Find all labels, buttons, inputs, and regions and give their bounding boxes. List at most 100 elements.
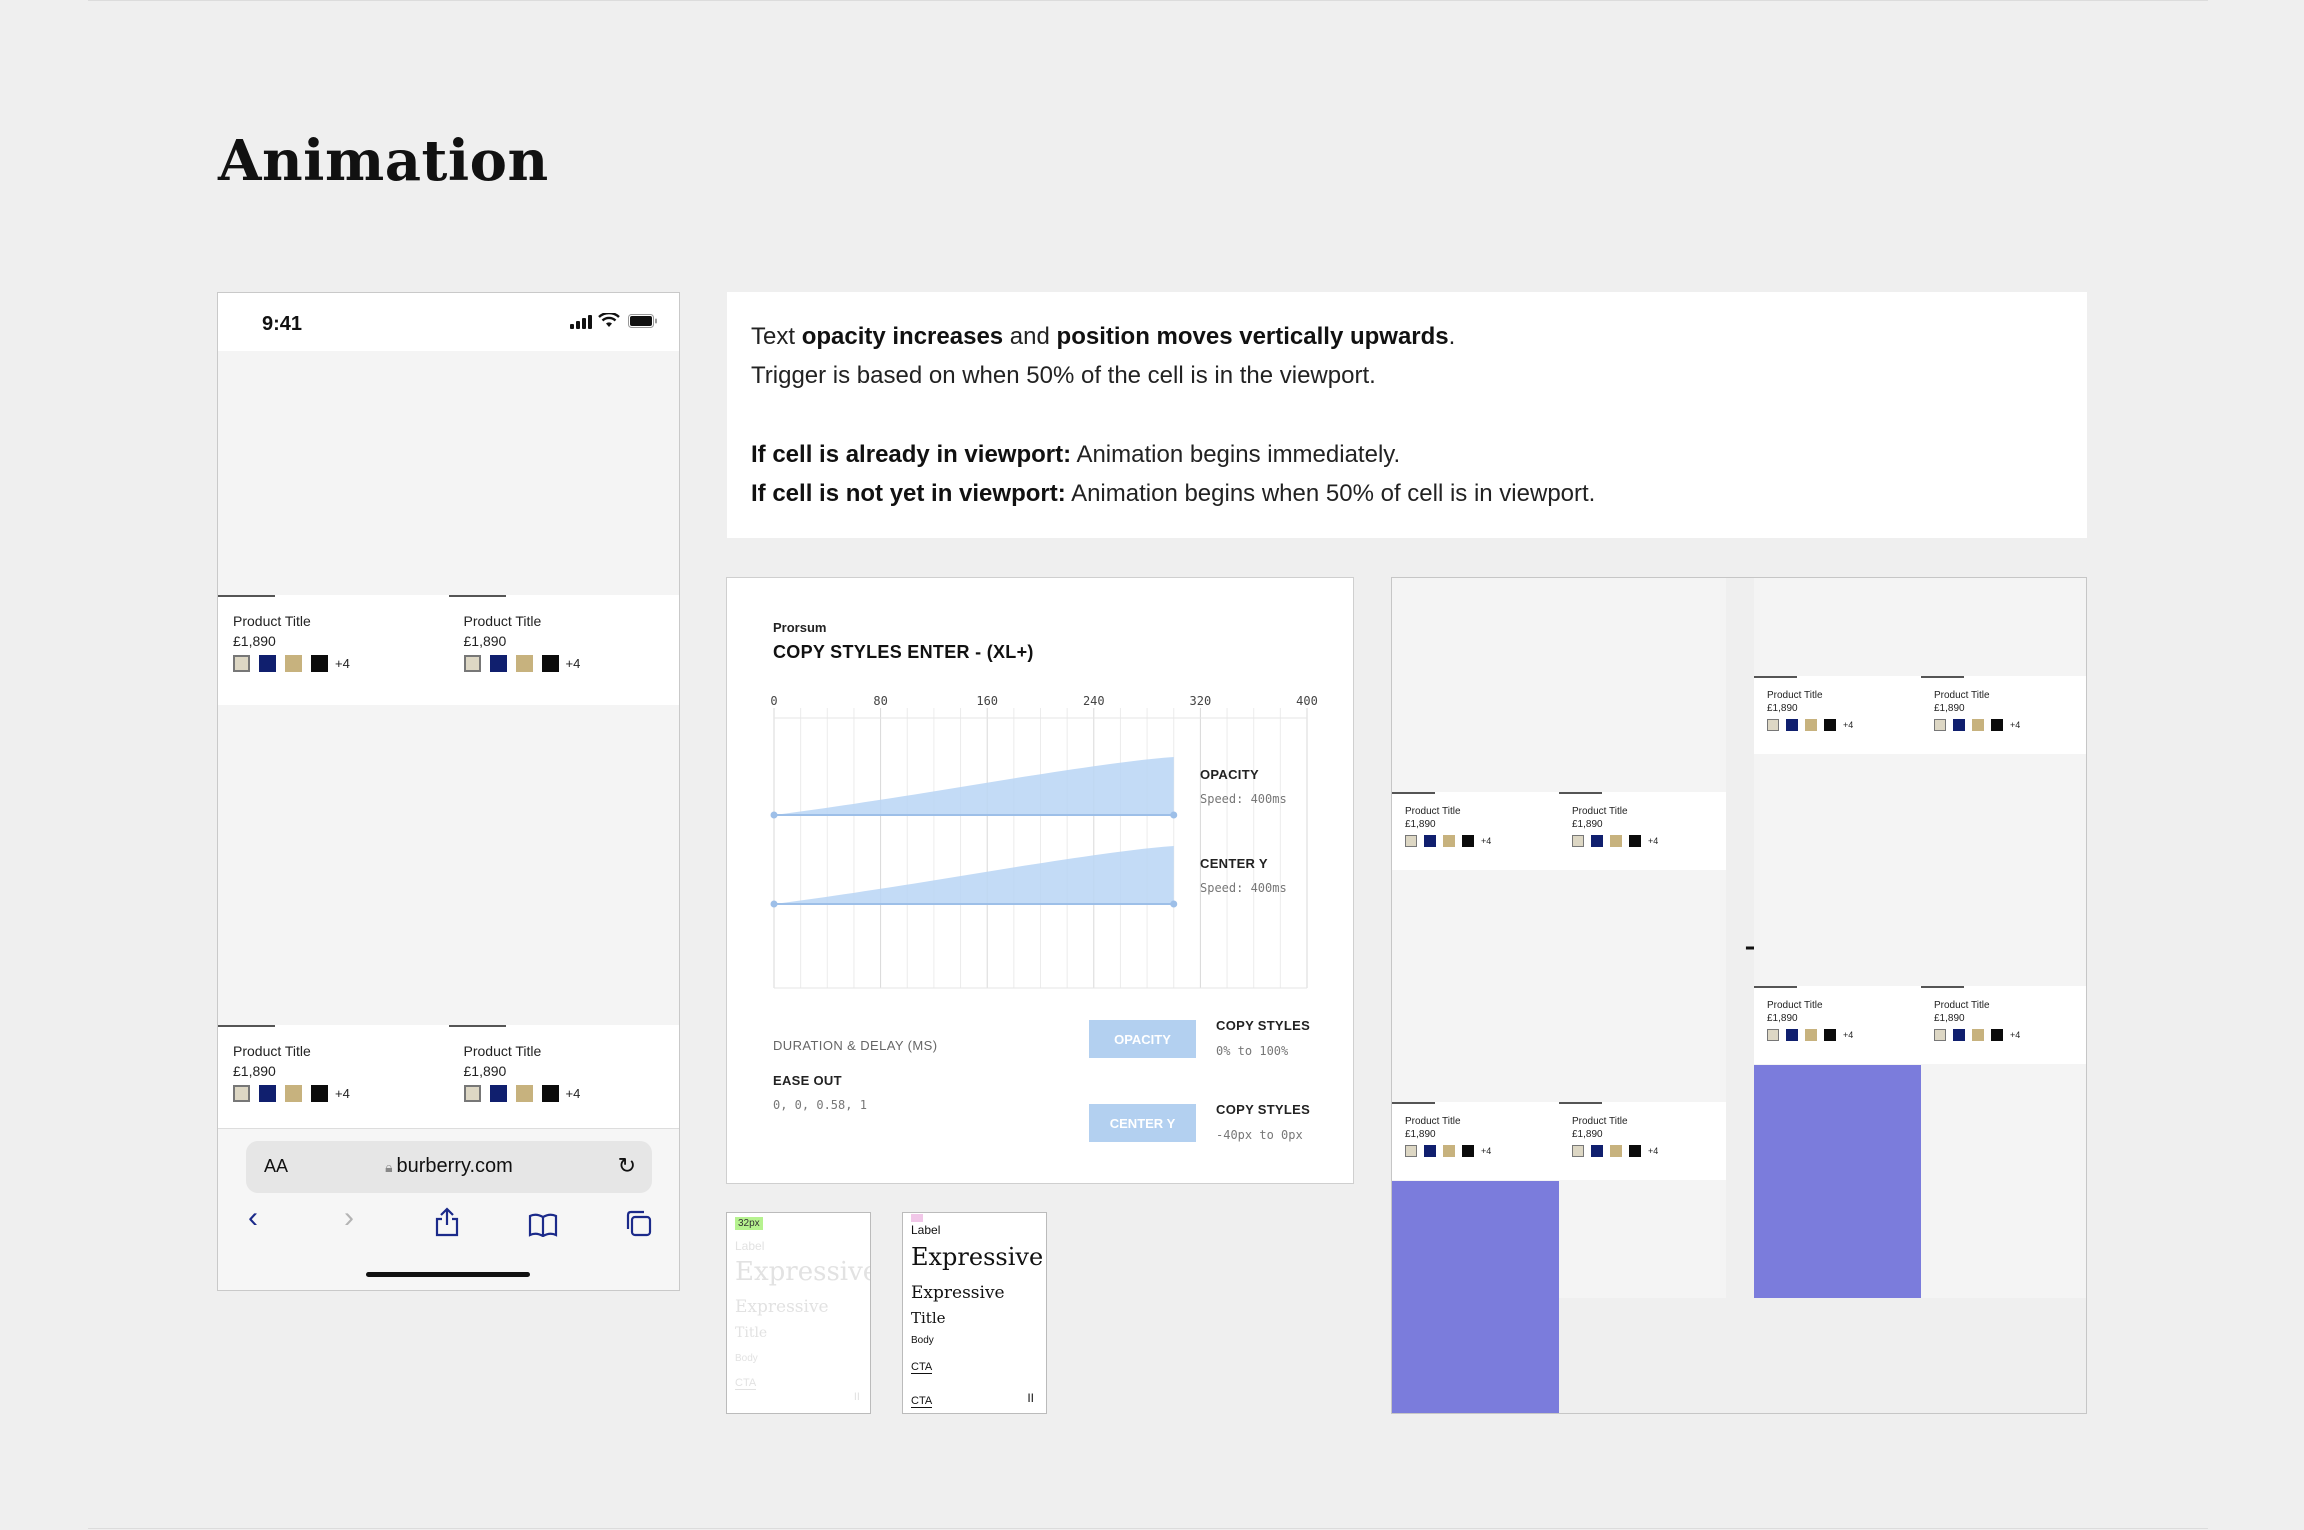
back-icon[interactable]: ‹ xyxy=(248,1201,258,1234)
type-card: Label Expressive Expressive Title Body C… xyxy=(902,1212,1047,1414)
color-swatches: +4 xyxy=(1767,1029,1921,1041)
color-swatches: +4 xyxy=(1934,719,2086,731)
more-colors: +4 xyxy=(335,1086,350,1101)
product-title: Product Title xyxy=(233,613,311,629)
swatch-black[interactable] xyxy=(311,1085,328,1102)
card-title: Title xyxy=(911,1309,946,1327)
tabs-icon[interactable] xyxy=(624,1209,652,1245)
x-tick-label: 0 xyxy=(770,694,778,708)
description-panel: Text opacity increases and position move… xyxy=(727,292,2087,538)
timeline-chart xyxy=(770,708,1308,989)
swatch-honey[interactable] xyxy=(285,1085,302,1102)
series-speed-center-y: Speed: 400ms xyxy=(1200,881,1287,895)
product-price: £1,890 xyxy=(1405,819,1436,830)
text-size-button[interactable]: AA xyxy=(264,1156,289,1176)
product-image[interactable] xyxy=(218,351,679,595)
swatch-black[interactable] xyxy=(541,655,559,672)
swatch-stone[interactable] xyxy=(233,655,250,672)
bottom-divider xyxy=(88,1528,2208,1529)
series-end-point xyxy=(1170,900,1178,908)
card-cta[interactable]: CTA xyxy=(911,1395,933,1408)
x-tick-label: 240 xyxy=(1082,694,1105,708)
chart-title: COPY STYLES ENTER - (XL+) xyxy=(773,642,1034,662)
grid-animation-panel: Product Title £1,890 +4 Product Title £1,89… xyxy=(1391,577,2087,1414)
share-icon[interactable] xyxy=(434,1207,460,1245)
product-card[interactable]: Product Title £1,890 +4 xyxy=(1559,792,1726,870)
card-body: Body xyxy=(735,1353,758,1364)
forward-icon[interactable]: › xyxy=(344,1201,354,1234)
swatch-navy[interactable] xyxy=(259,655,276,672)
product-price: £1,890 xyxy=(1405,1129,1436,1140)
series-area-opacity xyxy=(774,757,1174,815)
product-price: £1,890 xyxy=(1572,1129,1603,1140)
color-swatches: +4 xyxy=(1405,835,1559,847)
signal-icon xyxy=(570,313,592,329)
swatch-stone[interactable] xyxy=(463,1085,481,1102)
address-bar[interactable]: AA 🔒︎ burberry.com ↻ xyxy=(246,1141,652,1193)
product-price: £1,890 xyxy=(1934,1013,1965,1024)
card-body: Body xyxy=(911,1335,934,1346)
swatch-stone[interactable] xyxy=(463,655,481,672)
card-cta[interactable]: CTA xyxy=(911,1361,933,1374)
product-title: Product Title xyxy=(1572,1116,1628,1127)
reload-icon[interactable]: ↻ xyxy=(617,1153,636,1178)
highlight-cell xyxy=(1754,1065,1921,1298)
product-title: Product Title xyxy=(1572,806,1628,817)
description-line: If cell is not yet in viewport: Animatio… xyxy=(751,480,1596,507)
swatch-navy[interactable] xyxy=(489,655,507,672)
product-card[interactable]: Product Title £1,890 +4 xyxy=(1754,676,1921,754)
product-card[interactable]: Product Title £1,890 +4 xyxy=(218,595,449,705)
swatch-honey[interactable] xyxy=(515,655,533,672)
series-label-center-y: CENTER Y xyxy=(1200,856,1268,871)
swatch-navy[interactable] xyxy=(259,1085,276,1102)
phone-mockup: 9:41 Product Title £1,890 +4 Product Tit… xyxy=(217,292,680,1291)
opacity-legend-chip[interactable]: OPACITY xyxy=(1089,1020,1196,1058)
product-title: Product Title xyxy=(1934,690,1990,701)
color-swatches: +4 xyxy=(233,655,449,672)
product-card[interactable]: Product Title £1,890 +4 xyxy=(1921,986,2086,1064)
lock-icon: 🔒︎ xyxy=(385,1159,397,1175)
product-card[interactable]: Product Title £1,890 +4 xyxy=(448,595,680,705)
product-card[interactable]: Product Title £1,890 +4 xyxy=(1754,986,1921,1064)
product-title: Product Title xyxy=(1405,1116,1461,1127)
product-image[interactable] xyxy=(218,705,679,1025)
product-card[interactable]: Product Title £1,890 +4 xyxy=(1559,1102,1726,1180)
product-price: £1,890 xyxy=(1572,819,1603,830)
product-title: Product Title xyxy=(1767,690,1823,701)
swatch-honey[interactable] xyxy=(285,655,302,672)
top-divider xyxy=(88,0,2208,1)
swatch-stone[interactable] xyxy=(233,1085,250,1102)
series-end-point xyxy=(1170,811,1178,819)
product-row: Product Title £1,890 +4 Product Title £1… xyxy=(218,1025,679,1128)
swatch-honey[interactable] xyxy=(515,1085,533,1102)
duration-label: DURATION & DELAY (MS) xyxy=(773,1038,938,1053)
status-bar: 9:41 xyxy=(218,293,679,351)
bookmarks-icon[interactable] xyxy=(528,1211,558,1245)
color-swatches: +4 xyxy=(1934,1029,2086,1041)
color-swatches: +4 xyxy=(1405,1145,1559,1157)
product-card[interactable]: Product Title £1,890 +4 xyxy=(1921,676,2086,754)
ease-label: EASE OUT xyxy=(773,1073,842,1088)
description-line: If cell is already in viewport: Animatio… xyxy=(751,441,1401,468)
product-card[interactable]: Product Title £1,890 +4 xyxy=(448,1025,680,1128)
description-line: Trigger is based on when 50% of the cell… xyxy=(751,362,1376,389)
product-price: £1,890 xyxy=(1767,703,1798,714)
center-y-legend-chip[interactable]: CENTER Y xyxy=(1089,1104,1196,1142)
card-title: Title xyxy=(735,1325,768,1341)
url-text: 🔒︎ burberry.com xyxy=(246,1155,652,1178)
product-title: Product Title xyxy=(463,613,542,629)
product-card[interactable]: Product Title £1,890 +4 xyxy=(1392,792,1559,870)
x-tick-label: 160 xyxy=(976,694,999,708)
pause-icon[interactable]: II xyxy=(853,1391,860,1403)
swatch-black[interactable] xyxy=(541,1085,559,1102)
color-swatches: +4 xyxy=(233,1085,449,1102)
x-tick-label: 80 xyxy=(873,694,888,708)
product-card[interactable]: Product Title £1,890 +4 xyxy=(218,1025,449,1128)
color-swatches: +4 xyxy=(1572,835,1726,847)
series-area-center-y xyxy=(774,846,1174,904)
swatch-black[interactable] xyxy=(311,655,328,672)
product-row: Product Title £1,890 +4 Product Title £1,89… xyxy=(1754,676,2086,754)
pause-icon[interactable]: II xyxy=(1027,1391,1034,1405)
product-card[interactable]: Product Title £1,890 +4 xyxy=(1392,1102,1559,1180)
swatch-navy[interactable] xyxy=(489,1085,507,1102)
